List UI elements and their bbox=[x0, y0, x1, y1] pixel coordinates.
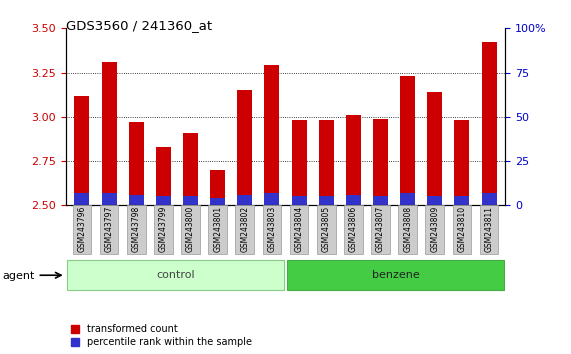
Bar bbox=[210, 198, 225, 205]
FancyBboxPatch shape bbox=[344, 205, 363, 254]
Text: benzene: benzene bbox=[372, 270, 419, 280]
Bar bbox=[102, 62, 116, 205]
Text: GSM243811: GSM243811 bbox=[485, 206, 493, 252]
Bar bbox=[427, 196, 442, 205]
Bar bbox=[183, 133, 198, 205]
Bar bbox=[346, 195, 361, 205]
Bar bbox=[102, 193, 116, 205]
Bar bbox=[238, 90, 252, 205]
Bar bbox=[183, 196, 198, 205]
FancyBboxPatch shape bbox=[235, 205, 254, 254]
FancyBboxPatch shape bbox=[208, 205, 227, 254]
Bar bbox=[156, 196, 171, 205]
Bar bbox=[319, 196, 333, 205]
FancyBboxPatch shape bbox=[287, 260, 504, 290]
Text: GSM243801: GSM243801 bbox=[213, 206, 222, 252]
Legend: transformed count, percentile rank within the sample: transformed count, percentile rank withi… bbox=[71, 325, 252, 347]
Text: GSM243804: GSM243804 bbox=[295, 206, 304, 252]
Bar bbox=[455, 196, 469, 205]
Text: GSM243798: GSM243798 bbox=[132, 206, 140, 252]
Bar bbox=[319, 120, 333, 205]
FancyBboxPatch shape bbox=[317, 205, 336, 254]
Text: GSM243809: GSM243809 bbox=[431, 206, 439, 252]
Bar bbox=[74, 193, 90, 205]
Text: GSM243808: GSM243808 bbox=[403, 206, 412, 252]
FancyBboxPatch shape bbox=[453, 205, 471, 254]
Bar bbox=[264, 193, 279, 205]
Text: GSM243800: GSM243800 bbox=[186, 206, 195, 252]
Text: GSM243803: GSM243803 bbox=[267, 206, 276, 252]
FancyBboxPatch shape bbox=[398, 205, 417, 254]
Text: control: control bbox=[156, 270, 195, 280]
FancyBboxPatch shape bbox=[73, 205, 91, 254]
FancyBboxPatch shape bbox=[67, 260, 284, 290]
FancyBboxPatch shape bbox=[154, 205, 173, 254]
FancyBboxPatch shape bbox=[181, 205, 200, 254]
Bar bbox=[400, 193, 415, 205]
Bar bbox=[400, 76, 415, 205]
FancyBboxPatch shape bbox=[127, 205, 146, 254]
Bar bbox=[74, 96, 90, 205]
Text: GSM243797: GSM243797 bbox=[104, 206, 114, 252]
Bar bbox=[373, 119, 388, 205]
Bar bbox=[481, 193, 497, 205]
Text: GSM243807: GSM243807 bbox=[376, 206, 385, 252]
Bar bbox=[238, 195, 252, 205]
Bar bbox=[264, 65, 279, 205]
Bar bbox=[373, 196, 388, 205]
Text: agent: agent bbox=[3, 271, 35, 281]
Bar bbox=[455, 120, 469, 205]
Bar bbox=[129, 122, 144, 205]
Text: GSM243810: GSM243810 bbox=[457, 206, 467, 252]
FancyBboxPatch shape bbox=[263, 205, 282, 254]
FancyBboxPatch shape bbox=[425, 205, 444, 254]
FancyBboxPatch shape bbox=[371, 205, 390, 254]
FancyBboxPatch shape bbox=[289, 205, 308, 254]
Bar bbox=[156, 147, 171, 205]
FancyBboxPatch shape bbox=[480, 205, 498, 254]
Bar bbox=[210, 170, 225, 205]
FancyBboxPatch shape bbox=[100, 205, 118, 254]
Bar bbox=[129, 195, 144, 205]
Bar bbox=[292, 120, 307, 205]
Text: GSM243802: GSM243802 bbox=[240, 206, 250, 252]
Text: GSM243806: GSM243806 bbox=[349, 206, 358, 252]
Text: GSM243799: GSM243799 bbox=[159, 206, 168, 252]
Bar bbox=[292, 196, 307, 205]
Text: GSM243805: GSM243805 bbox=[321, 206, 331, 252]
Bar bbox=[346, 115, 361, 205]
Bar bbox=[481, 42, 497, 205]
Text: GSM243796: GSM243796 bbox=[78, 206, 86, 252]
Bar bbox=[427, 92, 442, 205]
Text: GDS3560 / 241360_at: GDS3560 / 241360_at bbox=[66, 19, 212, 33]
